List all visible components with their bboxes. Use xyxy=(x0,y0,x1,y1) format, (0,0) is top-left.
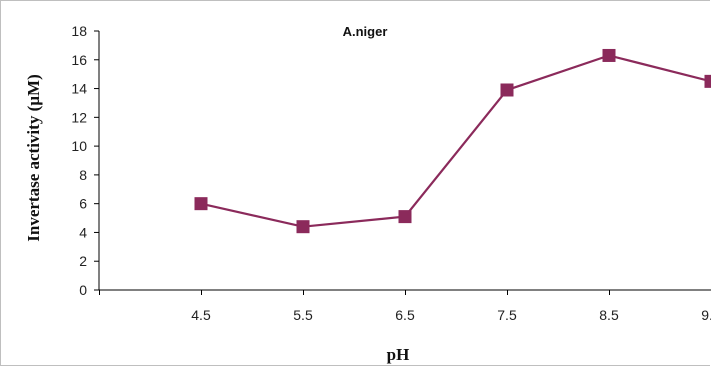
y-tick-label: 14 xyxy=(71,81,87,97)
x-tick-label: 8.5 xyxy=(599,307,619,323)
x-tick-label: 9.5 xyxy=(701,307,711,323)
series-group xyxy=(194,48,711,234)
data-point-marker xyxy=(500,83,514,97)
y-tick-label: 12 xyxy=(71,109,87,125)
y-tick-label: 6 xyxy=(79,196,87,212)
x-tick-label: 6.5 xyxy=(395,307,415,323)
data-point-marker xyxy=(296,220,310,234)
y-tick-label: 18 xyxy=(71,23,87,39)
y-tick-label: 10 xyxy=(71,138,87,154)
y-tick-label: 8 xyxy=(79,167,87,183)
series-line xyxy=(200,54,711,228)
y-tick-label: 0 xyxy=(79,282,87,298)
data-point-marker xyxy=(602,48,616,62)
data-point-marker xyxy=(398,210,412,224)
data-point-marker xyxy=(704,74,711,88)
x-axis-title: pH xyxy=(387,345,410,364)
tick-labels: 0 2 4 6 8 10 12 14 16 18 4.5 5.5 6.5 7.5 8.5 9.5 xyxy=(71,23,711,323)
y-axis-title: Invertase activity (µM) xyxy=(24,74,43,241)
x-tick-label: 5.5 xyxy=(293,307,313,323)
y-tick-label: 4 xyxy=(79,224,87,240)
y-tick-label: 16 xyxy=(71,52,87,68)
x-tick-label: 4.5 xyxy=(191,307,211,323)
y-tick-label: 2 xyxy=(79,253,87,269)
data-point-marker xyxy=(194,197,208,211)
x-tick-label: 7.5 xyxy=(497,307,517,323)
chart-title: A.niger xyxy=(343,24,388,39)
chart-axes xyxy=(94,30,711,295)
